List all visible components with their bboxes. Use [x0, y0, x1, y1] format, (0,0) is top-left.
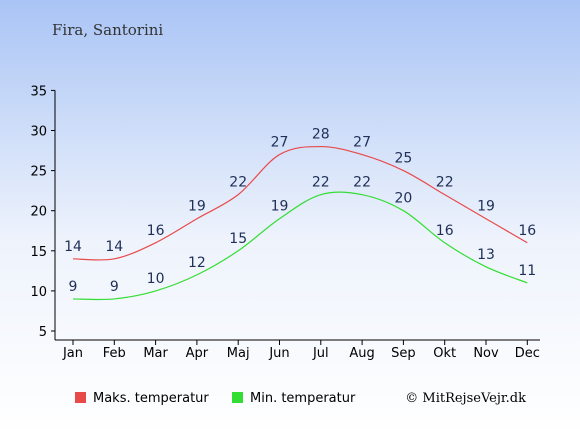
data-label-min: 13 — [477, 247, 495, 263]
data-label-min: 22 — [312, 175, 330, 191]
data-label-max: 14 — [105, 239, 123, 255]
legend-label-max: Maks. temperatur — [93, 391, 209, 406]
credit-text: © MitRejseVejr.dk — [405, 391, 526, 406]
data-label-min: 11 — [518, 263, 536, 279]
data-label-min: 19 — [271, 199, 289, 215]
x-tick-label: Jul — [312, 346, 329, 361]
y-tick-label: 15 — [30, 245, 47, 260]
y-tick-label: 25 — [30, 165, 47, 180]
x-tick-label: Okt — [433, 346, 456, 361]
data-label-max: 22 — [436, 175, 454, 191]
data-label-min: 9 — [69, 279, 78, 295]
data-label-min: 22 — [353, 175, 371, 191]
series-line-min — [72, 191, 528, 301]
legend-swatch-max — [75, 392, 86, 403]
chart-title: Fira, Santorini — [52, 21, 163, 39]
data-label-min: 16 — [436, 223, 454, 239]
y-tick-label: 20 — [30, 205, 47, 220]
y-tick-label: 30 — [30, 125, 47, 140]
data-label-min: 10 — [147, 271, 165, 287]
legend-swatch-min — [232, 392, 243, 403]
x-tick-label: Jan — [62, 346, 83, 361]
axes: 5 10 15 20 25 30 35 Jan Feb Mar Apr Maj Jun Jul Aug Sep… — [30, 84, 540, 361]
data-label-min: 20 — [394, 191, 412, 207]
x-tick-label: Nov — [473, 346, 499, 361]
x-tick-label: Apr — [186, 346, 209, 361]
x-tick-label: Maj — [227, 346, 250, 361]
data-label-max: 16 — [147, 223, 165, 239]
y-tick-label: 35 — [30, 84, 47, 99]
x-tick-label: Sep — [391, 346, 416, 361]
data-label-min: 15 — [229, 231, 247, 247]
data-label-min: 9 — [110, 279, 119, 295]
y-tick-label: 5 — [39, 325, 47, 340]
x-tick-label: Jun — [268, 346, 289, 361]
data-label-max: 28 — [312, 127, 330, 143]
x-tick-label: Dec — [515, 346, 540, 361]
x-tick-label: Feb — [103, 346, 126, 361]
data-label-max: 14 — [64, 239, 82, 255]
x-tick-label: Mar — [143, 346, 168, 361]
legend: Maks. temperatur Min. temperatur — [75, 391, 356, 406]
data-label-max: 25 — [394, 151, 412, 167]
data-label-max: 27 — [271, 135, 289, 151]
data-label-max: 19 — [188, 199, 206, 215]
y-tick-label: 10 — [30, 285, 47, 300]
data-label-min: 12 — [188, 255, 206, 271]
data-label-max: 16 — [518, 223, 536, 239]
plot-area: 14 14 16 19 22 27 28 27 25 22 19 16 9 9 10 12 15 19 22 22 20… — [64, 127, 536, 301]
series-line-max — [72, 145, 528, 261]
x-tick-label: Aug — [349, 346, 374, 361]
legend-label-min: Min. temperatur — [250, 391, 356, 406]
data-label-max: 19 — [477, 199, 495, 215]
data-label-max: 27 — [353, 135, 371, 151]
data-label-max: 22 — [229, 175, 247, 191]
